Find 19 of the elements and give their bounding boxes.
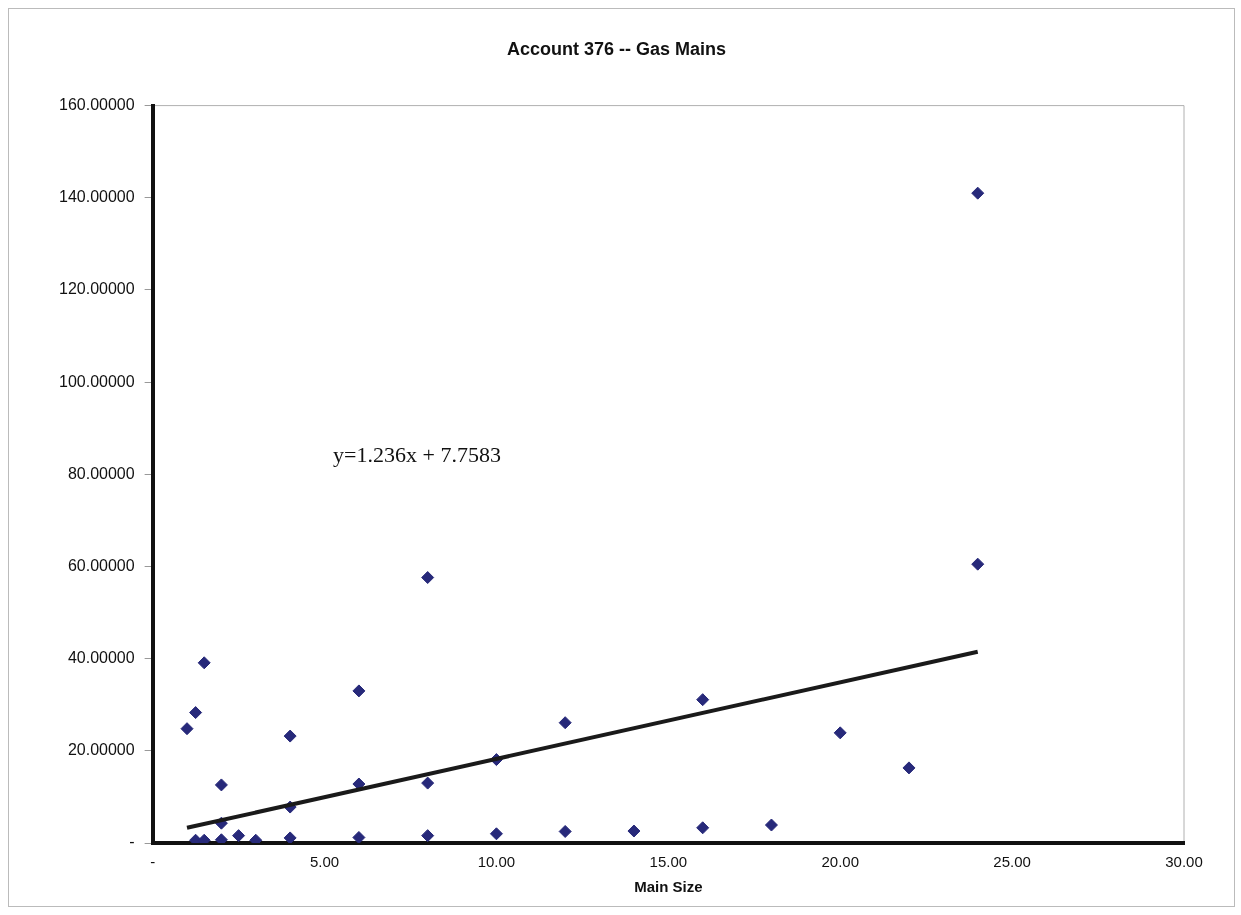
y-tick-label: 20.00000 (67, 741, 135, 759)
y-tick-label: - (129, 833, 135, 851)
y-tick-label: 120.00000 (58, 280, 135, 298)
chart-title: Account 376 -- Gas Mains (506, 38, 727, 59)
annotation: y=1.236x + 7.7583 (333, 441, 501, 467)
y-tick-label: 160.00000 (58, 96, 135, 114)
x-tick-label: - (150, 853, 156, 871)
x-tick-label: 5.00 (309, 853, 340, 871)
x-tick-label: 20.00 (821, 853, 859, 871)
y-tick-label: 80.00000 (67, 464, 135, 482)
x-tick-label: 15.00 (649, 853, 688, 871)
x-axis-title: Main Size (634, 878, 703, 896)
x-tick-label: 10.00 (477, 853, 516, 871)
x-tick-label: 30.00 (1165, 853, 1203, 871)
x-tick-label: 25.00 (993, 853, 1031, 871)
y-tick-label: 40.00000 (67, 649, 135, 667)
y-tick-label: 60.00000 (67, 556, 135, 574)
y-tick-label: 140.00000 (58, 188, 135, 206)
y-tick-label: 100.00000 (58, 372, 135, 390)
